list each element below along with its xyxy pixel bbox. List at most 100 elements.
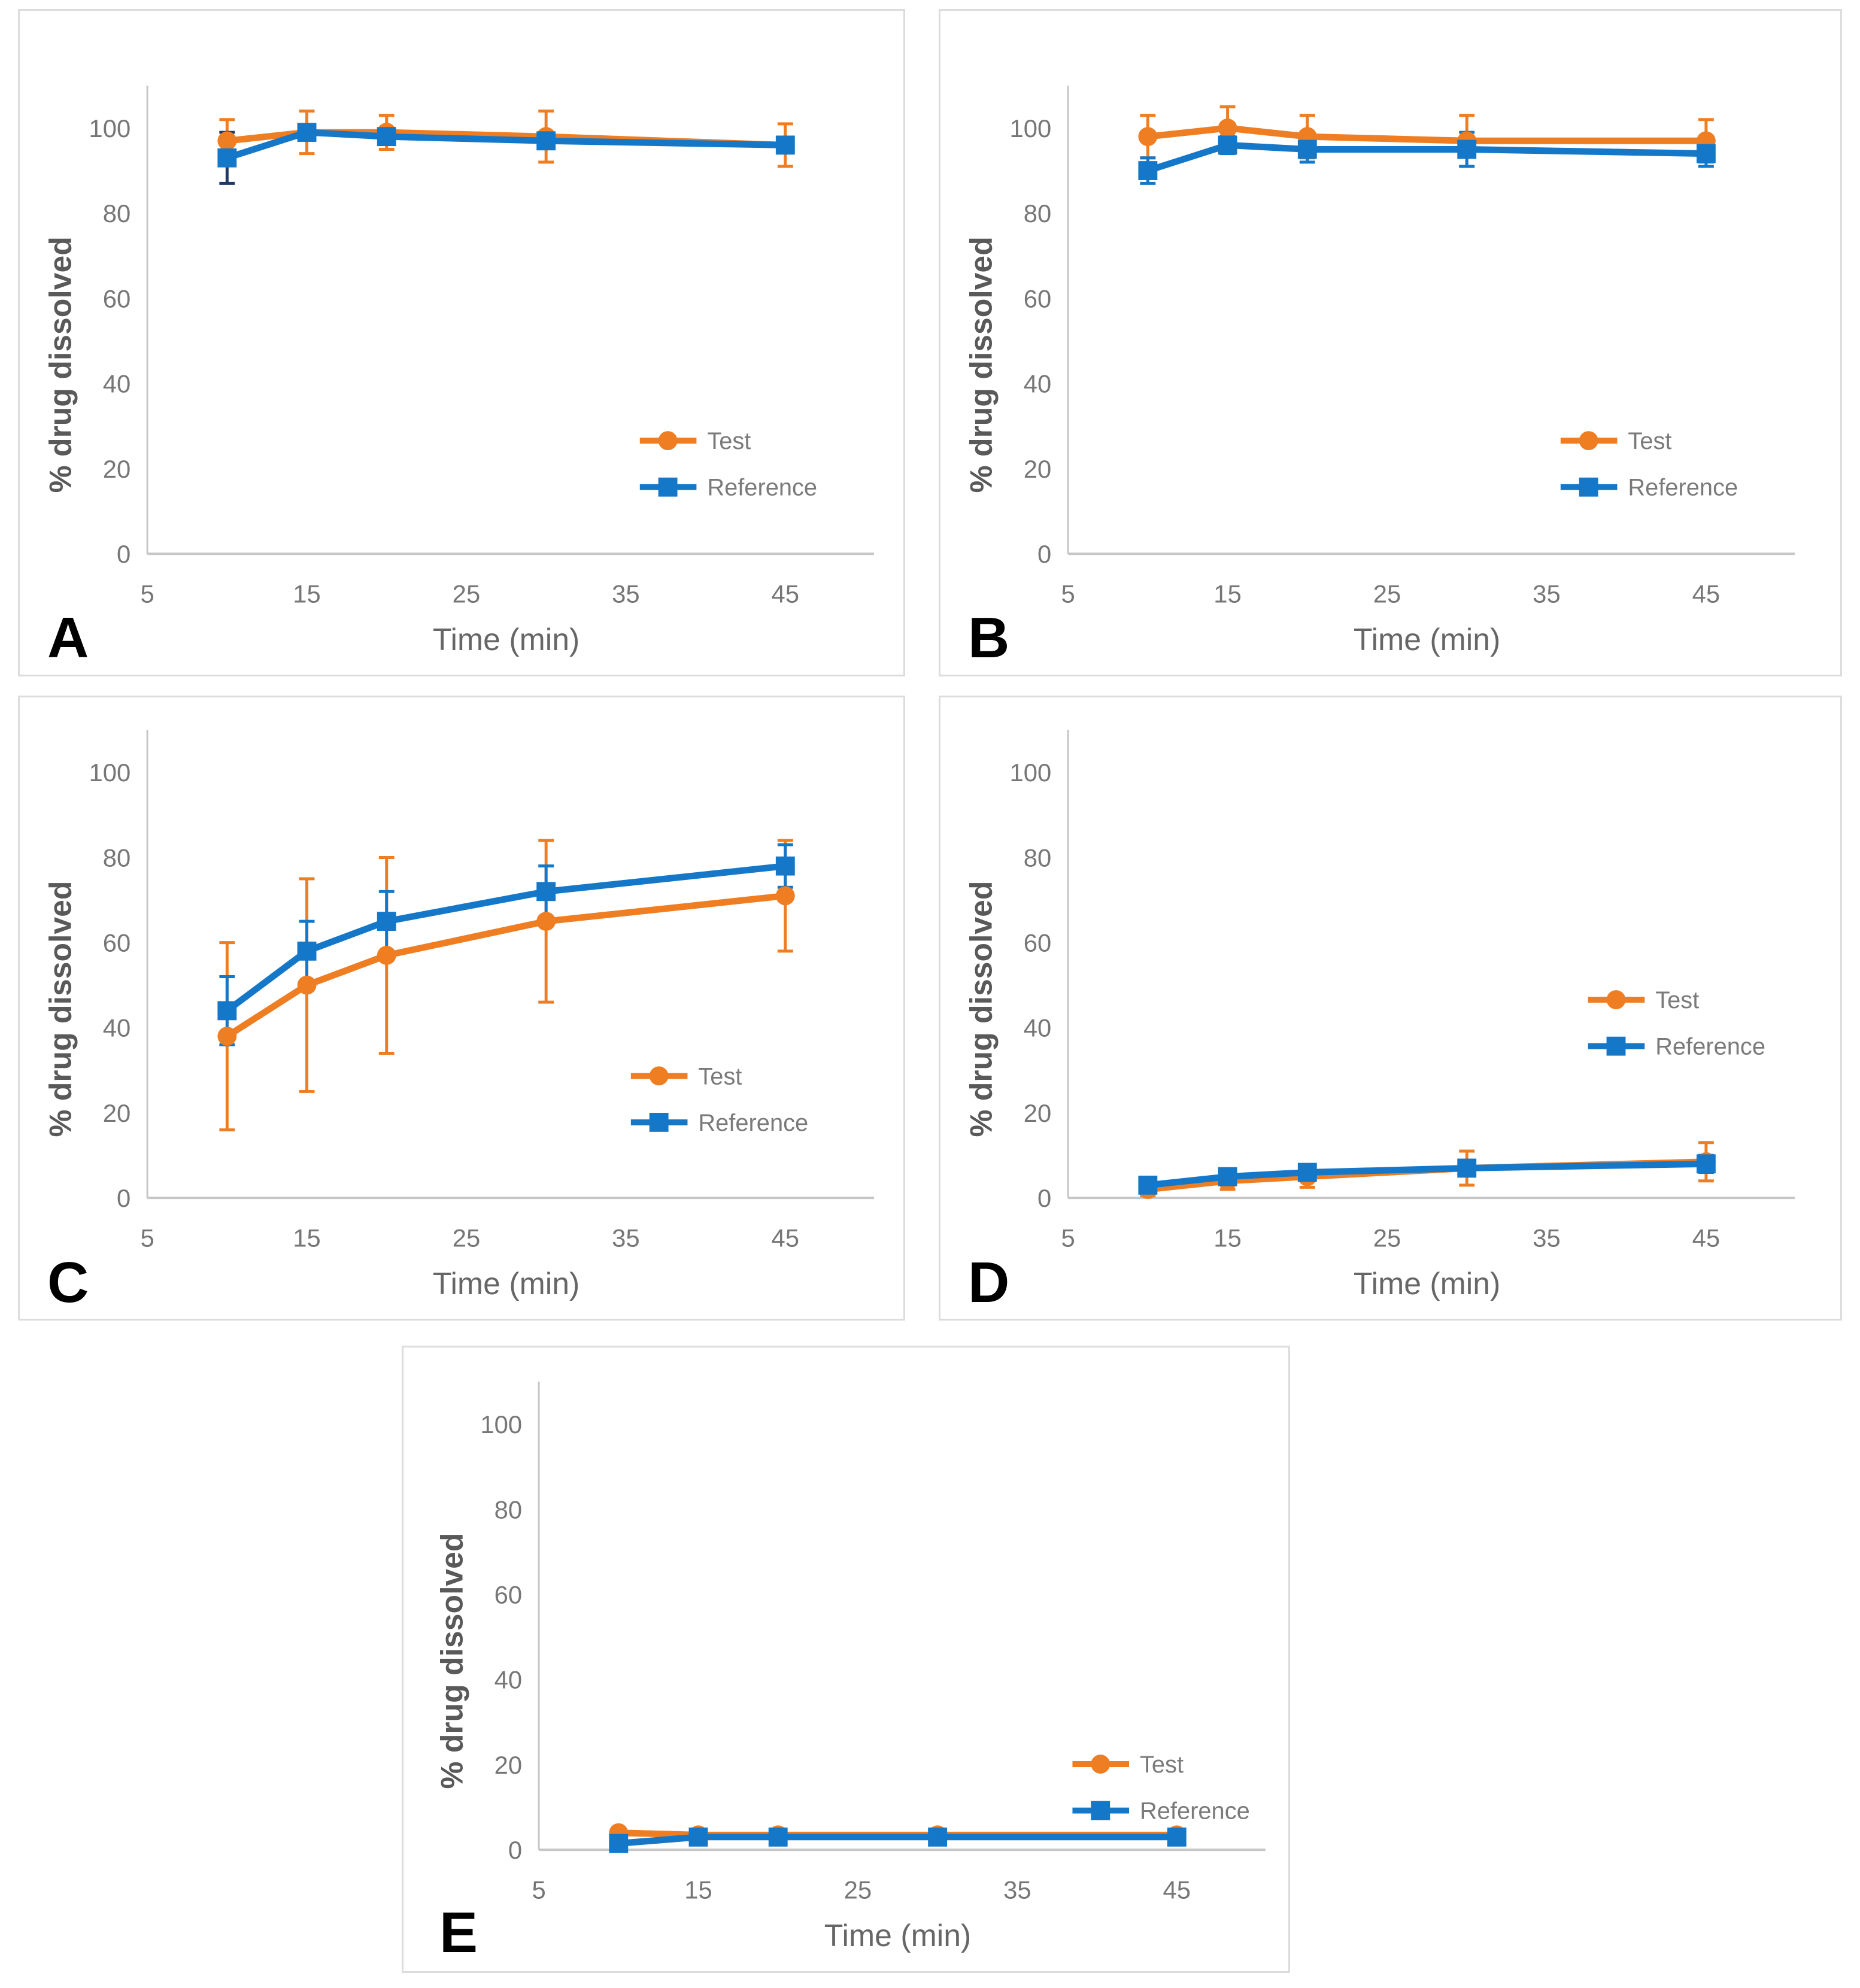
marker-circle-test bbox=[1218, 119, 1237, 138]
marker-square-reference bbox=[217, 148, 237, 168]
panel-b-label: B bbox=[968, 606, 1010, 670]
x-tick-label: 25 bbox=[1373, 1224, 1401, 1252]
marker-circle-test bbox=[536, 912, 556, 931]
legend-label-reference: Reference bbox=[698, 1110, 808, 1136]
y-tick-label: 20 bbox=[494, 1751, 523, 1779]
marker-square-reference bbox=[1297, 139, 1317, 159]
panel-d-label: D bbox=[968, 1251, 1010, 1315]
x-axis-title: Time (min) bbox=[1354, 622, 1500, 657]
marker-square-reference bbox=[377, 127, 396, 147]
legend-marker-square bbox=[658, 477, 678, 497]
marker-circle-test bbox=[217, 1027, 237, 1046]
legend: Test Reference bbox=[1072, 1752, 1250, 1824]
panel-d-chart: 0 20 40 60 80 100 5 15 25 35 45 Time (min) % drug di… bbox=[939, 696, 1842, 1321]
marker-circle-test bbox=[775, 886, 795, 906]
x-tick-label: 15 bbox=[1213, 1224, 1242, 1252]
panel-c-chart: 0 20 40 60 80 100 5 15 25 35 45 Time (min) % drug di… bbox=[18, 696, 905, 1321]
y-tick-label: 100 bbox=[89, 114, 131, 142]
marker-square-reference bbox=[1218, 135, 1237, 155]
y-tick-label: 20 bbox=[103, 1099, 131, 1127]
panel-c-label: C bbox=[47, 1251, 89, 1315]
legend: Test Reference bbox=[639, 428, 817, 501]
legend-label-test: Test bbox=[1628, 428, 1671, 454]
marker-square-reference bbox=[1457, 1158, 1477, 1178]
series-reference bbox=[217, 856, 795, 1021]
panel-e-label: E bbox=[439, 1901, 478, 1965]
axes: 0 20 40 60 80 100 5 15 25 35 45 Time (min) % drug di… bbox=[964, 730, 1795, 1301]
y-tick-label: 60 bbox=[103, 929, 131, 957]
panel-b-chart: 0 20 40 60 80 100 5 15 25 35 45 Time (min) % drug di… bbox=[939, 9, 1842, 676]
legend-label-test: Test bbox=[1655, 987, 1699, 1013]
y-tick-label: 60 bbox=[1024, 929, 1052, 957]
marker-square-reference bbox=[775, 135, 795, 155]
axes: 0 20 40 60 80 100 5 15 25 35 45 Time (min) % drug di… bbox=[43, 85, 874, 657]
series-test bbox=[217, 886, 795, 1046]
y-tick-label: 100 bbox=[89, 758, 131, 787]
legend-marker-square bbox=[1606, 1036, 1626, 1056]
y-tick-label: 20 bbox=[1024, 455, 1052, 483]
y-axis-title: % drug dissolved bbox=[435, 1533, 469, 1789]
y-tick-label: 0 bbox=[117, 540, 131, 568]
y-tick-label: 20 bbox=[103, 455, 131, 483]
x-axis-title: Time (min) bbox=[433, 622, 579, 657]
y-tick-label: 0 bbox=[1037, 540, 1051, 568]
series-line-test bbox=[225, 892, 786, 1039]
marker-square-reference bbox=[1138, 161, 1158, 180]
legend: Test Reference bbox=[1560, 428, 1738, 501]
x-tick-label: 35 bbox=[612, 1224, 640, 1252]
marker-square-reference bbox=[1457, 139, 1477, 159]
y-tick-label: 0 bbox=[508, 1836, 522, 1864]
x-tick-label: 5 bbox=[1061, 1224, 1075, 1252]
legend-marker-circle bbox=[649, 1066, 669, 1086]
x-tick-label: 15 bbox=[1213, 580, 1242, 608]
legend-label-reference: Reference bbox=[707, 475, 817, 501]
marker-circle-test bbox=[217, 131, 237, 151]
x-tick-label: 25 bbox=[1373, 580, 1401, 608]
series-reference bbox=[1138, 1154, 1716, 1195]
x-tick-label: 35 bbox=[1003, 1876, 1031, 1904]
marker-square-reference bbox=[609, 1834, 629, 1853]
x-tick-label: 45 bbox=[1692, 580, 1721, 608]
y-tick-label: 60 bbox=[103, 284, 131, 312]
axes: 0 20 40 60 80 100 5 15 25 35 45 Time (min) % drug di… bbox=[43, 730, 874, 1301]
chart-b-canvas: 0 20 40 60 80 100 5 15 25 35 45 Time (min) % drug di… bbox=[964, 85, 1795, 657]
x-tick-label: 5 bbox=[532, 1876, 545, 1904]
legend: Test Reference bbox=[1588, 987, 1765, 1060]
marker-square-reference bbox=[775, 856, 795, 876]
y-tick-label: 40 bbox=[494, 1666, 523, 1694]
y-axis-title: % drug dissolved bbox=[964, 881, 999, 1137]
series-reference bbox=[609, 1827, 1187, 1853]
axes: 0 20 40 60 80 100 5 15 25 35 45 Time (min) % drug di… bbox=[964, 85, 1795, 657]
x-tick-label: 35 bbox=[1533, 1224, 1561, 1252]
x-tick-label: 25 bbox=[844, 1876, 872, 1904]
y-tick-label: 100 bbox=[1009, 758, 1051, 787]
legend-label-reference: Reference bbox=[1140, 1798, 1250, 1824]
chart-d-canvas: 0 20 40 60 80 100 5 15 25 35 45 Time (min) % drug di… bbox=[964, 730, 1795, 1301]
y-tick-label: 80 bbox=[1024, 843, 1052, 872]
x-tick-label: 15 bbox=[684, 1876, 712, 1904]
marker-circle-test bbox=[297, 975, 317, 995]
legend-marker-circle bbox=[1606, 990, 1626, 1009]
panel-a-chart: 0 20 40 60 80 100 5 15 25 35 45 Time (min) % drug di… bbox=[18, 9, 905, 676]
x-axis-title: Time (min) bbox=[824, 1918, 971, 1953]
legend-marker-circle bbox=[658, 431, 678, 451]
y-tick-label: 80 bbox=[494, 1495, 523, 1523]
legend-label-test: Test bbox=[698, 1063, 742, 1089]
x-tick-label: 45 bbox=[772, 1224, 800, 1252]
y-tick-label: 0 bbox=[1037, 1184, 1051, 1212]
y-tick-label: 40 bbox=[103, 370, 131, 398]
x-axis-title: Time (min) bbox=[433, 1266, 579, 1301]
y-tick-label: 60 bbox=[1024, 284, 1052, 312]
x-tick-label: 45 bbox=[1163, 1876, 1191, 1904]
x-tick-label: 15 bbox=[293, 580, 321, 608]
x-tick-label: 5 bbox=[140, 1224, 154, 1252]
y-axis-title: % drug dissolved bbox=[43, 236, 78, 493]
legend-label-test: Test bbox=[1140, 1752, 1184, 1778]
y-tick-label: 100 bbox=[1009, 114, 1051, 142]
axes: 0 20 40 60 80 100 5 15 25 35 45 Time (min) % drug di… bbox=[435, 1382, 1266, 1953]
legend-label-reference: Reference bbox=[1655, 1034, 1765, 1060]
x-tick-label: 45 bbox=[772, 580, 800, 608]
y-tick-label: 20 bbox=[1024, 1099, 1052, 1127]
y-tick-label: 60 bbox=[494, 1581, 523, 1609]
